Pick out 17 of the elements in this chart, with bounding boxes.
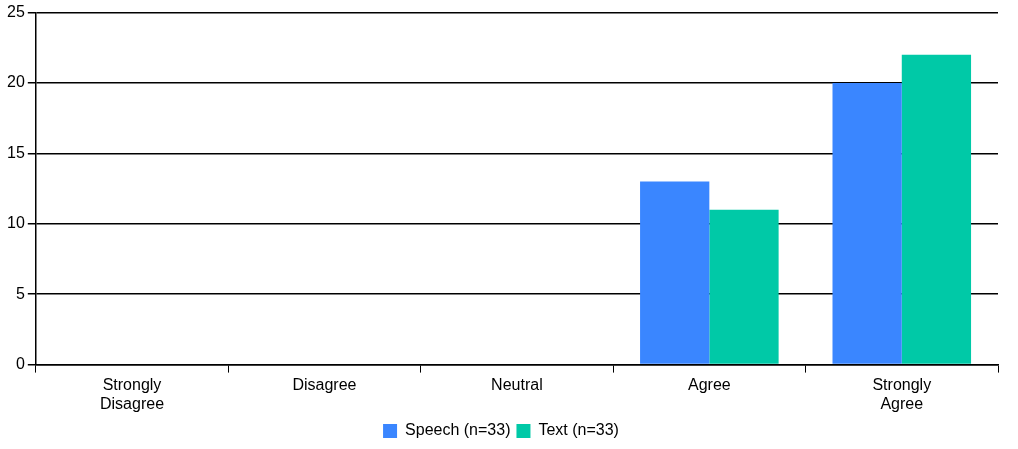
x-tick-label: Strongly Agree: [872, 375, 932, 412]
x-tick-label: Disagree: [292, 375, 357, 393]
legend-label: Speech (n=33): [405, 421, 511, 439]
legend-label: Text (n=33): [538, 421, 619, 439]
bar: [709, 209, 779, 364]
bar: [832, 83, 902, 364]
x-tick-label: Strongly Disagree: [100, 375, 165, 412]
bar: [901, 54, 972, 364]
x-tick-label: Neutral: [491, 375, 543, 393]
y-tick-label: 15: [7, 143, 25, 161]
bar: [640, 181, 710, 364]
x-tick-label: Agree: [687, 375, 731, 393]
y-tick-label: 5: [15, 284, 25, 302]
y-tick-label: 25: [7, 3, 25, 21]
y-tick-label: 0: [15, 355, 25, 373]
y-tick-label: 10: [7, 214, 25, 232]
y-tick-label: 20: [7, 73, 25, 91]
